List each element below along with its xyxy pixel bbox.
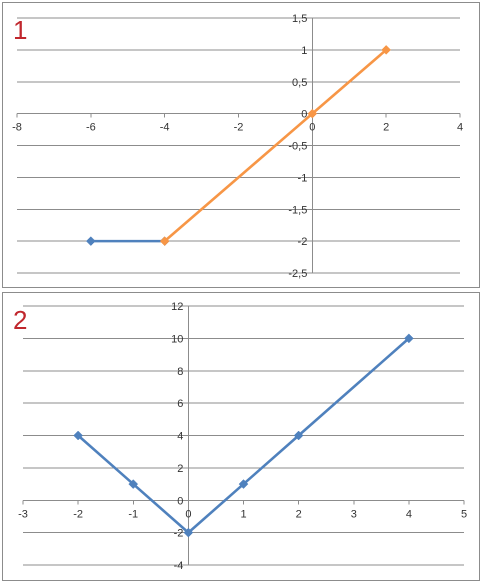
y-tick-label: 0 bbox=[177, 495, 183, 507]
x-tick-label: -2 bbox=[73, 508, 83, 520]
x-tick-label: 2 bbox=[383, 122, 389, 134]
y-tick-label: 10 bbox=[171, 333, 183, 345]
y-tick-label: 6 bbox=[177, 398, 183, 410]
x-tick-label: 1 bbox=[240, 508, 246, 520]
x-tick-label: 2 bbox=[296, 508, 302, 520]
chart-panel-1: 1 1,5 1 0,5 0 -0,5 -1 -1,5 -2 -2,5 -8 -6 -4 -2 0 2 4 bbox=[2, 2, 480, 288]
chart-1-svg: 1,510,50-0,5-1-1,5-2-2,5-8 -6 -4 -2 0 2 4 bbox=[3, 3, 479, 287]
x-tick-label: -1 bbox=[128, 508, 138, 520]
x-tick-label: 0 bbox=[309, 122, 315, 134]
y-tick-label: 0,5 bbox=[292, 77, 307, 89]
y-tick-label: -2 bbox=[174, 528, 184, 540]
y-tick-label: 4 bbox=[177, 431, 183, 443]
y-tick-label: 12 bbox=[171, 301, 183, 313]
y-tick-label: -0,5 bbox=[288, 141, 307, 153]
x-tick-label: 0 bbox=[185, 508, 191, 520]
y-tick-label: 2 bbox=[177, 463, 183, 475]
x-tick-label: -3 bbox=[18, 508, 28, 520]
y-tick-label: -1,5 bbox=[288, 204, 307, 216]
x-tick-label: -8 bbox=[12, 122, 22, 134]
x-tick-label: -2 bbox=[234, 122, 244, 134]
y-tick-label: -2,5 bbox=[288, 268, 307, 280]
data-point-marker bbox=[86, 237, 95, 246]
x-tick-label: 5 bbox=[461, 508, 467, 520]
chart-panel-2: 2 12 10 8 6 4 2 0 -2 -4 -3 -2 -1 0 1 2 3 4 5 bbox=[2, 292, 480, 581]
x-tick-label: 4 bbox=[406, 508, 412, 520]
x-tick-label: -4 bbox=[160, 122, 170, 134]
x-tick-label: 4 bbox=[457, 122, 463, 134]
y-tick-label: -2 bbox=[298, 236, 308, 248]
y-tick-label: -1 bbox=[298, 172, 308, 184]
y-tick-label: 1 bbox=[301, 45, 307, 57]
y-tick-label: 1,5 bbox=[292, 13, 307, 25]
x-tick-label: -6 bbox=[86, 122, 96, 134]
x-tick-label: 3 bbox=[351, 508, 357, 520]
y-tick-label: 8 bbox=[177, 366, 183, 378]
y-tick-label: -4 bbox=[174, 560, 184, 572]
